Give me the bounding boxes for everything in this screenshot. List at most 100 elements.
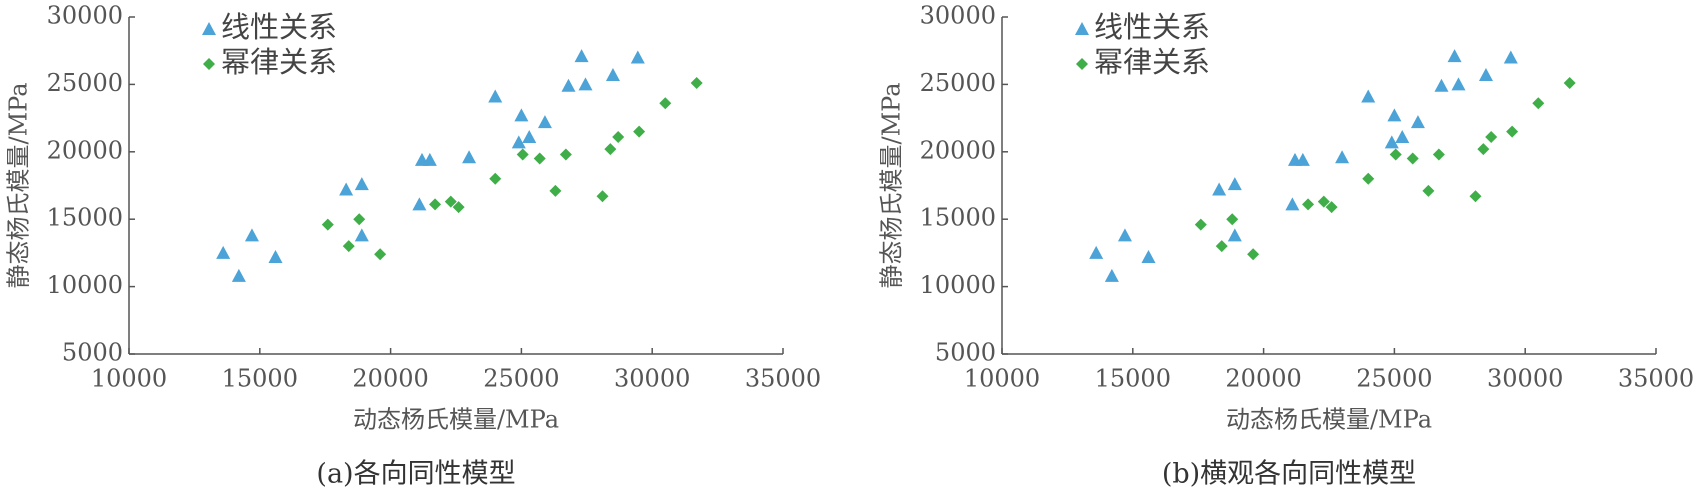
- point: [1469, 190, 1482, 203]
- point: [1451, 77, 1466, 91]
- point: [374, 248, 387, 261]
- point: [612, 130, 625, 143]
- point: [1389, 148, 1402, 161]
- x-tick-label: 30000: [614, 365, 690, 393]
- point: [1317, 195, 1330, 208]
- point: [444, 195, 457, 208]
- point: [561, 78, 576, 92]
- point: [268, 249, 283, 263]
- x-axis-label: 动态杨氏模量/MPa: [353, 406, 559, 434]
- x-tick-label: 10000: [91, 365, 167, 393]
- point: [244, 228, 259, 242]
- x-tick-label: 35000: [1618, 365, 1694, 393]
- y-tick-label: 10000: [920, 271, 996, 299]
- y-tick-label: 15000: [920, 204, 996, 232]
- point: [1532, 97, 1545, 110]
- legend-marker: [1075, 22, 1089, 35]
- point: [1226, 213, 1239, 226]
- point: [1434, 78, 1449, 92]
- point: [1447, 49, 1462, 63]
- y-tick-label: 5000: [935, 339, 996, 367]
- y-tick-label: 15000: [47, 204, 123, 232]
- point: [1503, 50, 1518, 64]
- x-tick-label: 25000: [1356, 365, 1432, 393]
- x-tick-label: 30000: [1487, 365, 1563, 393]
- point: [339, 182, 354, 196]
- point: [659, 97, 672, 110]
- legend-marker: [1076, 58, 1088, 70]
- point: [1384, 135, 1399, 149]
- x-tick-label: 35000: [745, 365, 821, 393]
- legend-label: 幂律关系: [221, 45, 337, 79]
- point: [1432, 148, 1445, 161]
- point: [574, 49, 589, 63]
- point: [1247, 248, 1260, 261]
- point: [559, 148, 572, 161]
- point: [1361, 89, 1376, 103]
- y-tick-label: 30000: [920, 2, 996, 30]
- legend-marker: [203, 58, 215, 70]
- y-tick-label: 25000: [47, 69, 123, 97]
- point: [231, 268, 246, 282]
- point: [1387, 108, 1402, 122]
- point: [514, 108, 529, 122]
- point: [1089, 245, 1104, 259]
- legend-label: 线性关系: [1094, 10, 1210, 44]
- point: [452, 201, 465, 214]
- point: [1212, 182, 1227, 196]
- point: [1141, 249, 1156, 263]
- point: [216, 245, 231, 259]
- point: [1215, 240, 1228, 253]
- point: [1325, 201, 1338, 214]
- point: [1485, 130, 1498, 143]
- point: [353, 213, 366, 226]
- point: [522, 129, 537, 143]
- point: [578, 77, 593, 91]
- point: [1227, 228, 1242, 242]
- y-tick-label: 10000: [47, 271, 123, 299]
- legend-label: 线性关系: [221, 10, 337, 44]
- x-tick-label: 10000: [964, 365, 1040, 393]
- point: [630, 50, 645, 64]
- point: [511, 135, 526, 149]
- point: [1302, 198, 1315, 211]
- point: [604, 143, 617, 156]
- y-tick-label: 5000: [62, 339, 123, 367]
- y-tick-label: 20000: [47, 136, 123, 164]
- point: [1285, 197, 1300, 211]
- point: [1422, 184, 1435, 197]
- point: [1227, 177, 1242, 191]
- y-axis-label: 静态杨氏模量/MPa: [5, 82, 33, 288]
- x-tick-label: 20000: [1225, 365, 1301, 393]
- point: [537, 115, 552, 129]
- point: [342, 240, 355, 253]
- point: [549, 184, 562, 197]
- point: [429, 198, 442, 211]
- x-tick-label: 25000: [483, 365, 559, 393]
- y-tick-label: 20000: [920, 136, 996, 164]
- point: [633, 125, 646, 138]
- point: [1295, 152, 1310, 166]
- point: [1194, 218, 1207, 231]
- caption: (b)横观各向同性模型: [1162, 459, 1416, 490]
- point: [1104, 268, 1119, 282]
- point: [489, 172, 502, 185]
- point: [321, 218, 334, 231]
- point: [422, 152, 437, 166]
- point: [1563, 77, 1576, 90]
- x-axis-label: 动态杨氏模量/MPa: [1226, 406, 1432, 434]
- point: [354, 177, 369, 191]
- x-tick-label: 15000: [1095, 365, 1171, 393]
- x-tick-label: 15000: [222, 365, 298, 393]
- y-axis-label: 静态杨氏模量/MPa: [878, 82, 906, 288]
- point: [412, 197, 427, 211]
- legend-label: 幂律关系: [1094, 45, 1210, 79]
- point: [1117, 228, 1132, 242]
- point: [1506, 125, 1519, 138]
- point: [516, 148, 529, 161]
- point: [1406, 152, 1419, 165]
- point: [1395, 129, 1410, 143]
- point: [1335, 150, 1350, 164]
- point: [690, 77, 703, 90]
